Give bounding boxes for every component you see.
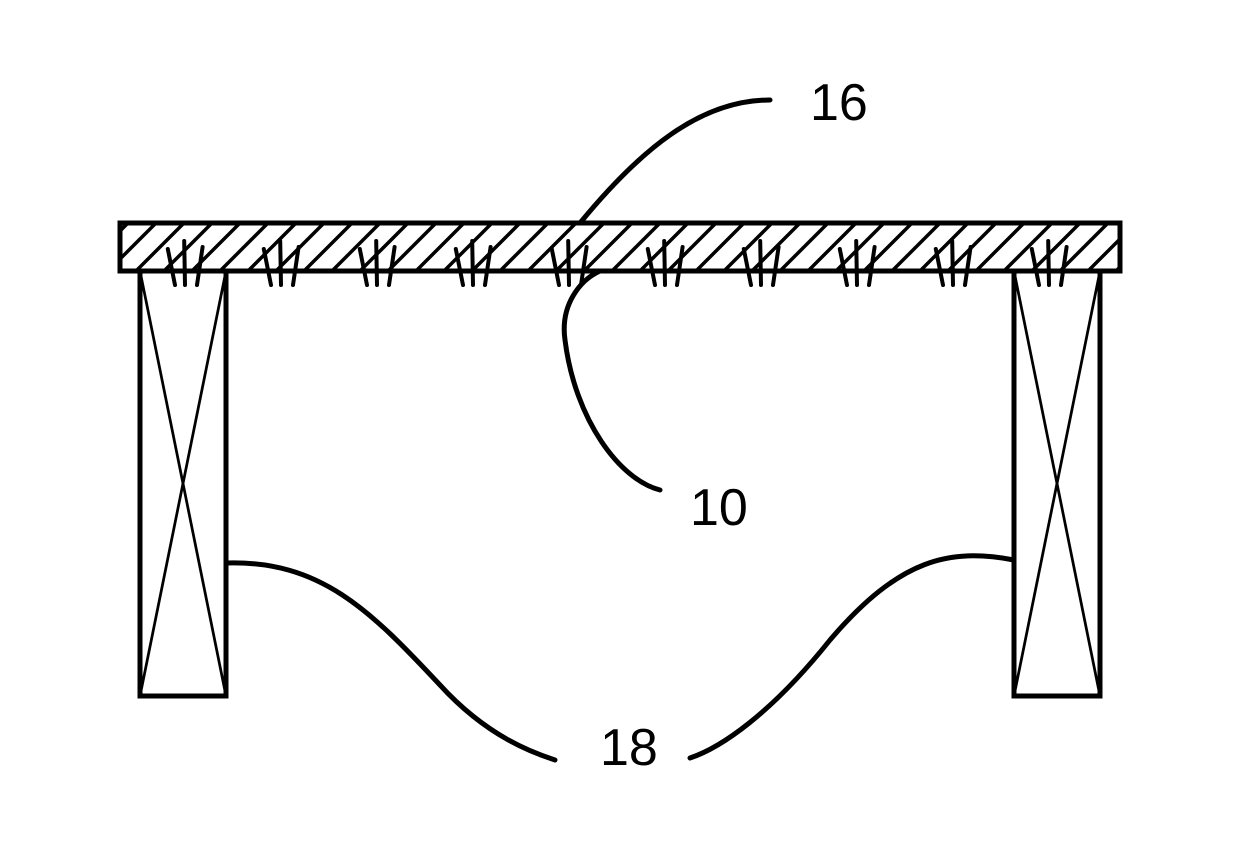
label-10: 10	[690, 479, 748, 537]
label-18: 18	[600, 719, 658, 777]
label-16: 16	[810, 74, 868, 132]
